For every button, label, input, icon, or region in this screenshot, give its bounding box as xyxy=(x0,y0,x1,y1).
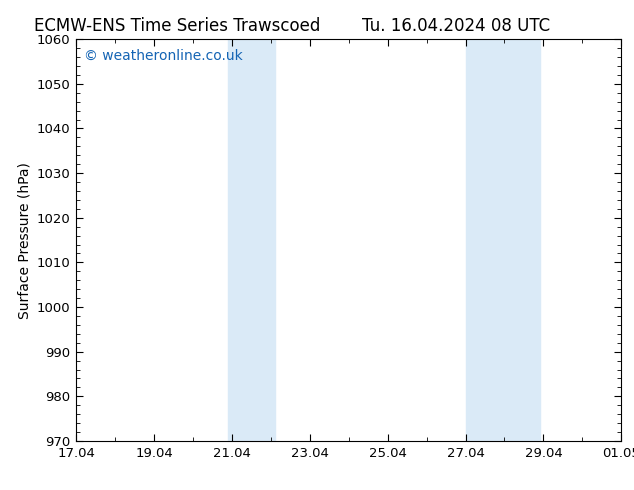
Bar xyxy=(228,39,275,441)
Title: ECMW-ENS Time Series Trawscoed      Tu. 16.04.2024 08 UTC: ECMW-ENS Time Series Trawscoed Tu. 16.04… xyxy=(0,489,1,490)
Text: Tu. 16.04.2024 08 UTC: Tu. 16.04.2024 08 UTC xyxy=(363,17,550,35)
Bar xyxy=(465,39,540,441)
Text: ECMW-ENS Time Series Trawscoed: ECMW-ENS Time Series Trawscoed xyxy=(34,17,321,35)
Text: © weatheronline.co.uk: © weatheronline.co.uk xyxy=(84,49,243,63)
Y-axis label: Surface Pressure (hPa): Surface Pressure (hPa) xyxy=(17,162,31,318)
